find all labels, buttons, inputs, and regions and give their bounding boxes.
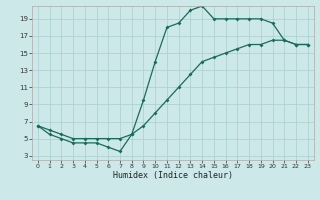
X-axis label: Humidex (Indice chaleur): Humidex (Indice chaleur) [113, 171, 233, 180]
